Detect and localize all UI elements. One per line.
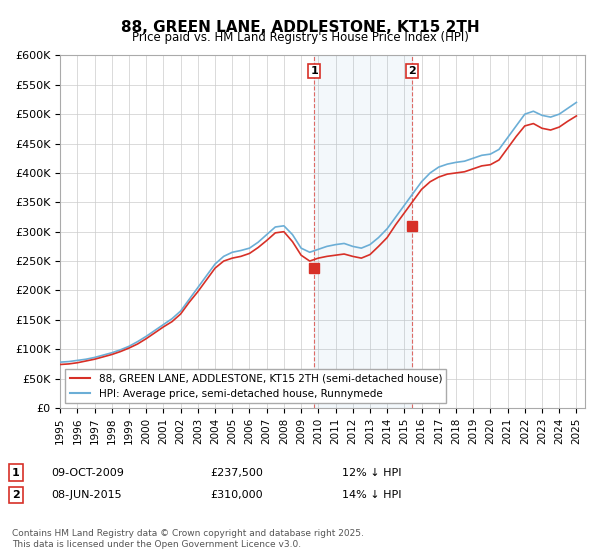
Text: 1: 1 <box>12 468 20 478</box>
Text: Contains HM Land Registry data © Crown copyright and database right 2025.
This d: Contains HM Land Registry data © Crown c… <box>12 529 364 549</box>
Legend: 88, GREEN LANE, ADDLESTONE, KT15 2TH (semi-detached house), HPI: Average price, : 88, GREEN LANE, ADDLESTONE, KT15 2TH (se… <box>65 369 446 403</box>
Text: 14% ↓ HPI: 14% ↓ HPI <box>342 490 401 500</box>
Text: 09-OCT-2009: 09-OCT-2009 <box>51 468 124 478</box>
Bar <box>314 55 412 408</box>
Text: Price paid vs. HM Land Registry's House Price Index (HPI): Price paid vs. HM Land Registry's House … <box>131 31 469 44</box>
Text: 88, GREEN LANE, ADDLESTONE, KT15 2TH: 88, GREEN LANE, ADDLESTONE, KT15 2TH <box>121 20 479 35</box>
Text: 1: 1 <box>310 66 318 76</box>
Text: £310,000: £310,000 <box>210 490 263 500</box>
Text: 08-JUN-2015: 08-JUN-2015 <box>51 490 122 500</box>
Text: 2: 2 <box>408 66 416 76</box>
Text: 12% ↓ HPI: 12% ↓ HPI <box>342 468 401 478</box>
Text: £237,500: £237,500 <box>210 468 263 478</box>
Text: 2: 2 <box>12 490 20 500</box>
